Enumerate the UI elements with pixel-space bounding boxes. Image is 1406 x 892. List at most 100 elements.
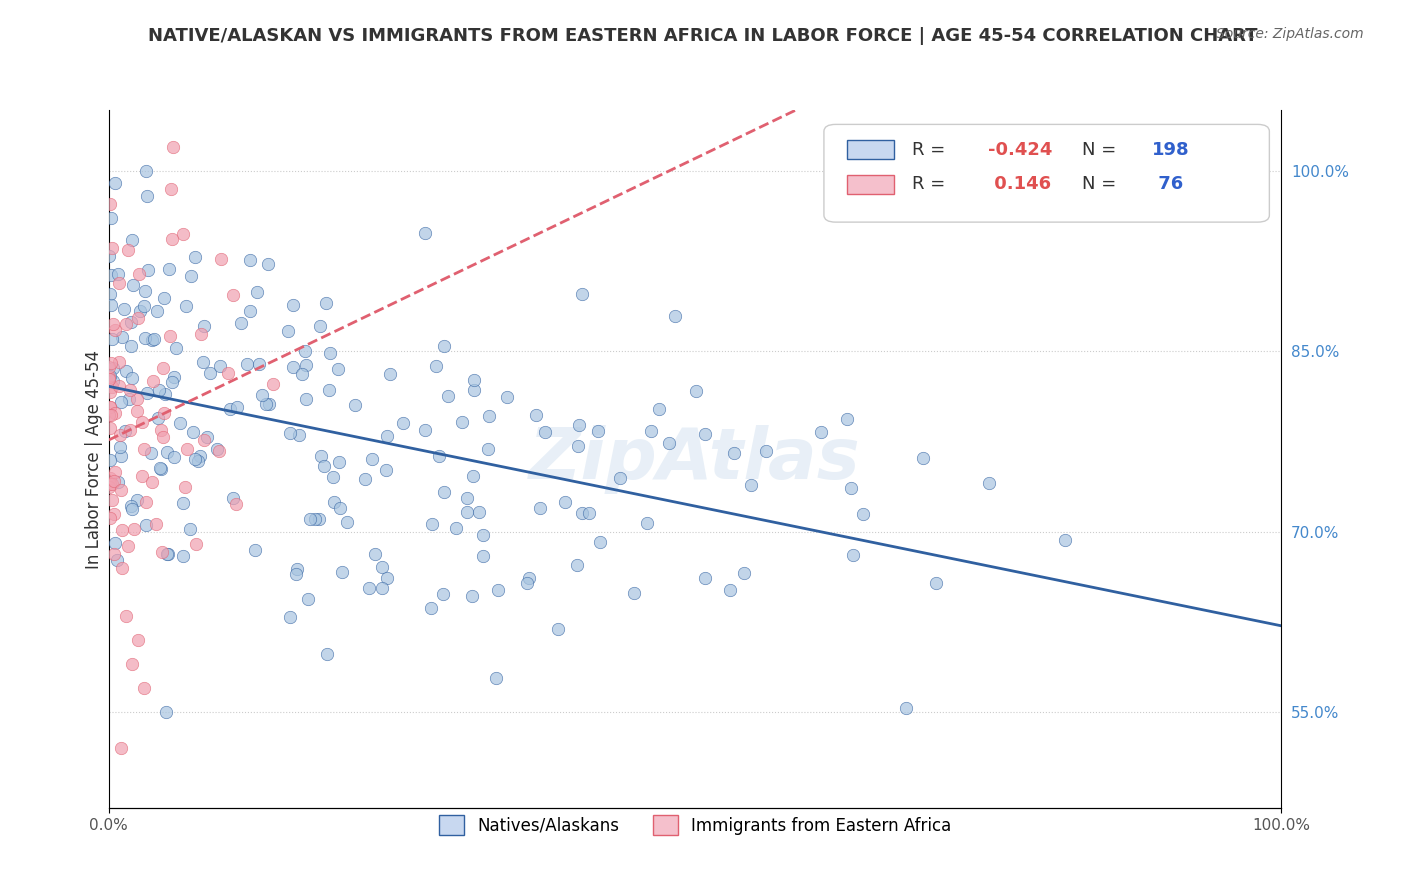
Immigrants from Eastern Africa bbox=[104, 407, 127, 421]
Natives/Alaskans bbox=[200, 366, 222, 380]
Natives/Alaskans bbox=[208, 359, 231, 373]
Natives/Alaskans bbox=[308, 512, 330, 526]
Natives/Alaskans bbox=[107, 267, 129, 281]
Natives/Alaskans bbox=[174, 299, 197, 313]
Natives/Alaskans bbox=[567, 417, 589, 432]
Immigrants from Eastern Africa bbox=[209, 252, 232, 266]
Natives/Alaskans bbox=[640, 424, 662, 438]
Immigrants from Eastern Africa bbox=[98, 372, 121, 386]
Natives/Alaskans bbox=[98, 368, 121, 383]
Natives/Alaskans bbox=[329, 501, 352, 516]
Immigrants from Eastern Africa bbox=[103, 474, 125, 488]
Natives/Alaskans bbox=[246, 285, 269, 300]
Immigrants from Eastern Africa bbox=[108, 277, 131, 291]
Natives/Alaskans bbox=[461, 469, 484, 483]
Natives/Alaskans bbox=[114, 424, 136, 438]
Natives/Alaskans bbox=[114, 364, 136, 378]
Natives/Alaskans bbox=[163, 370, 186, 384]
Natives/Alaskans bbox=[547, 622, 569, 636]
Immigrants from Eastern Africa bbox=[162, 232, 184, 246]
Natives/Alaskans bbox=[309, 450, 332, 464]
Natives/Alaskans bbox=[135, 163, 157, 178]
Natives/Alaskans bbox=[298, 512, 321, 526]
Immigrants from Eastern Africa bbox=[173, 480, 195, 494]
Immigrants from Eastern Africa bbox=[100, 409, 122, 423]
Natives/Alaskans bbox=[183, 425, 205, 439]
Natives/Alaskans bbox=[328, 455, 350, 469]
Immigrants from Eastern Africa bbox=[127, 310, 149, 325]
Immigrants from Eastern Africa bbox=[100, 356, 122, 370]
Natives/Alaskans bbox=[718, 583, 741, 598]
Natives/Alaskans bbox=[132, 299, 155, 313]
Natives/Alaskans bbox=[477, 442, 499, 457]
Natives/Alaskans bbox=[283, 360, 305, 375]
Natives/Alaskans bbox=[254, 397, 277, 411]
Natives/Alaskans bbox=[471, 549, 494, 564]
Natives/Alaskans bbox=[121, 371, 143, 385]
Natives/Alaskans bbox=[101, 374, 124, 388]
Natives/Alaskans bbox=[565, 558, 588, 572]
Immigrants from Eastern Africa bbox=[110, 741, 132, 756]
Natives/Alaskans bbox=[121, 278, 143, 293]
Natives/Alaskans bbox=[100, 211, 122, 225]
Natives/Alaskans bbox=[256, 257, 278, 271]
Natives/Alaskans bbox=[554, 495, 576, 509]
Immigrants from Eastern Africa bbox=[97, 359, 120, 374]
Immigrants from Eastern Africa bbox=[217, 366, 239, 380]
Natives/Alaskans bbox=[451, 415, 474, 429]
Natives/Alaskans bbox=[134, 331, 156, 345]
Natives/Alaskans bbox=[377, 428, 399, 442]
Natives/Alaskans bbox=[100, 268, 122, 282]
Immigrants from Eastern Africa bbox=[152, 361, 174, 376]
Immigrants from Eastern Africa bbox=[101, 476, 124, 491]
Natives/Alaskans bbox=[153, 292, 176, 306]
Natives/Alaskans bbox=[432, 485, 454, 500]
Natives/Alaskans bbox=[153, 387, 176, 401]
Immigrants from Eastern Africa bbox=[117, 243, 139, 257]
Natives/Alaskans bbox=[1053, 533, 1076, 548]
Natives/Alaskans bbox=[294, 344, 316, 359]
Natives/Alaskans bbox=[125, 492, 148, 507]
Natives/Alaskans bbox=[184, 451, 207, 466]
Natives/Alaskans bbox=[723, 446, 745, 460]
Natives/Alaskans bbox=[740, 477, 762, 491]
Natives/Alaskans bbox=[284, 566, 307, 581]
Natives/Alaskans bbox=[165, 341, 187, 355]
Immigrants from Eastern Africa bbox=[131, 469, 153, 483]
Immigrants from Eastern Africa bbox=[150, 545, 173, 559]
FancyBboxPatch shape bbox=[848, 140, 894, 160]
Natives/Alaskans bbox=[371, 581, 394, 595]
Natives/Alaskans bbox=[695, 571, 717, 585]
Natives/Alaskans bbox=[160, 375, 183, 389]
Immigrants from Eastern Africa bbox=[98, 408, 121, 422]
Natives/Alaskans bbox=[456, 505, 478, 519]
Immigrants from Eastern Africa bbox=[98, 385, 121, 400]
Text: NATIVE/ALASKAN VS IMMIGRANTS FROM EASTERN AFRICA IN LABOR FORCE | AGE 45-54 CORR: NATIVE/ALASKAN VS IMMIGRANTS FROM EASTER… bbox=[148, 27, 1258, 45]
Immigrants from Eastern Africa bbox=[225, 497, 247, 511]
Natives/Alaskans bbox=[120, 499, 142, 513]
Natives/Alaskans bbox=[141, 333, 163, 347]
Natives/Alaskans bbox=[472, 527, 495, 541]
Immigrants from Eastern Africa bbox=[98, 510, 121, 524]
Natives/Alaskans bbox=[180, 268, 202, 283]
Natives/Alaskans bbox=[146, 304, 169, 318]
Immigrants from Eastern Africa bbox=[101, 380, 124, 394]
Immigrants from Eastern Africa bbox=[125, 392, 148, 407]
Natives/Alaskans bbox=[319, 346, 342, 360]
Natives/Alaskans bbox=[304, 512, 326, 526]
Natives/Alaskans bbox=[110, 395, 132, 409]
Immigrants from Eastern Africa bbox=[97, 369, 120, 384]
Natives/Alaskans bbox=[322, 469, 344, 483]
Natives/Alaskans bbox=[247, 357, 270, 371]
Natives/Alaskans bbox=[179, 522, 201, 536]
Natives/Alaskans bbox=[139, 446, 162, 460]
Natives/Alaskans bbox=[322, 494, 344, 508]
Natives/Alaskans bbox=[925, 575, 948, 590]
Natives/Alaskans bbox=[309, 318, 332, 333]
Natives/Alaskans bbox=[468, 505, 491, 519]
Natives/Alaskans bbox=[623, 586, 645, 600]
Natives/Alaskans bbox=[226, 401, 249, 415]
Immigrants from Eastern Africa bbox=[108, 355, 131, 369]
Natives/Alaskans bbox=[378, 368, 401, 382]
Natives/Alaskans bbox=[136, 189, 159, 203]
